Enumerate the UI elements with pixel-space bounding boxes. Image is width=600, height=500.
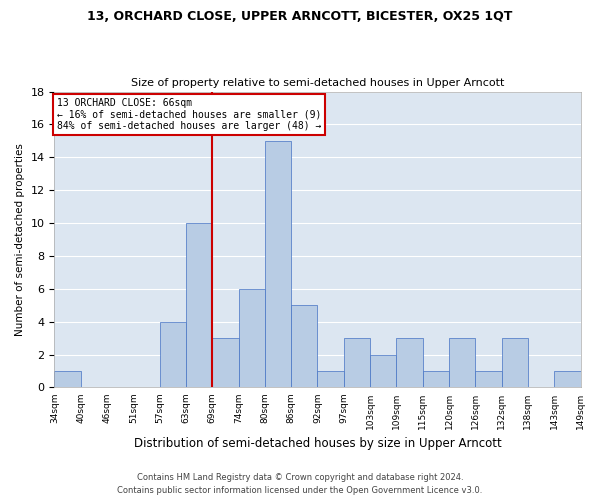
Bar	[422, 371, 449, 388]
Bar	[212, 338, 239, 388]
Bar	[239, 289, 265, 388]
Bar	[291, 305, 317, 388]
Text: 13, ORCHARD CLOSE, UPPER ARNCOTT, BICESTER, OX25 1QT: 13, ORCHARD CLOSE, UPPER ARNCOTT, BICEST…	[88, 10, 512, 23]
Bar	[186, 223, 212, 388]
Bar	[55, 371, 81, 388]
Bar	[449, 338, 475, 388]
Text: 13 ORCHARD CLOSE: 66sqm
← 16% of semi-detached houses are smaller (9)
84% of sem: 13 ORCHARD CLOSE: 66sqm ← 16% of semi-de…	[57, 98, 322, 132]
Y-axis label: Number of semi-detached properties: Number of semi-detached properties	[15, 143, 25, 336]
Bar	[317, 371, 344, 388]
Bar	[344, 338, 370, 388]
Title: Size of property relative to semi-detached houses in Upper Arncott: Size of property relative to semi-detach…	[131, 78, 504, 88]
Bar	[397, 338, 422, 388]
Bar	[160, 322, 186, 388]
Bar	[502, 338, 528, 388]
Bar	[554, 371, 581, 388]
Bar	[265, 141, 291, 388]
Bar	[475, 371, 502, 388]
X-axis label: Distribution of semi-detached houses by size in Upper Arncott: Distribution of semi-detached houses by …	[134, 437, 502, 450]
Text: Contains HM Land Registry data © Crown copyright and database right 2024.
Contai: Contains HM Land Registry data © Crown c…	[118, 474, 482, 495]
Bar	[370, 354, 397, 388]
